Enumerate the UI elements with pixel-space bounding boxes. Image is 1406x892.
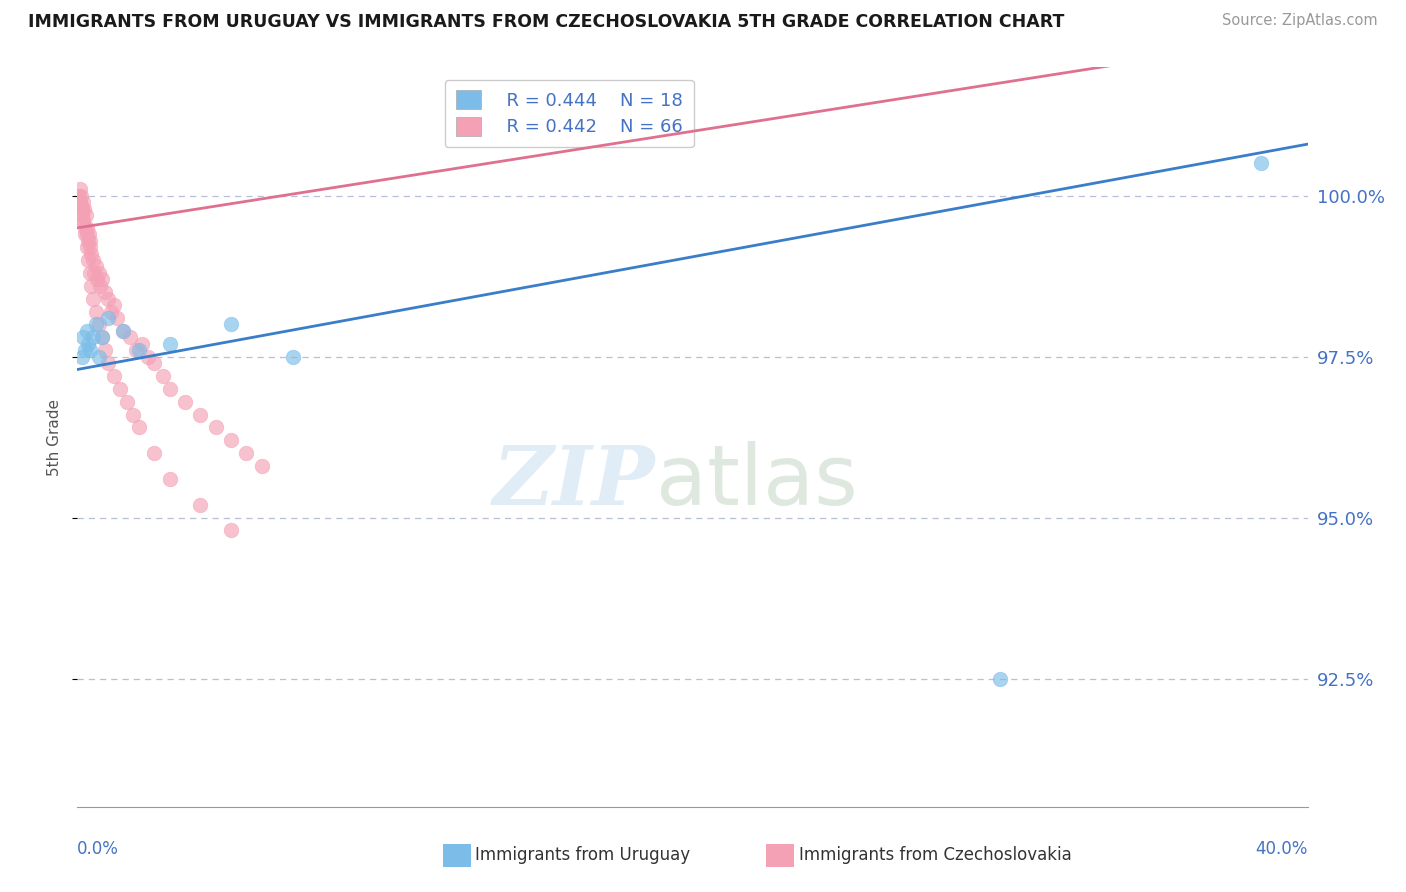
Point [90, 330, 114, 344]
Point [105, 310, 128, 325]
Point [94, 343, 117, 358]
Point [80, 246, 103, 260]
Point [79, 266, 101, 280]
Point [100, 304, 122, 318]
Point [90, 272, 114, 286]
Legend:   R = 0.444    N = 18,   R = 0.442    N = 66: R = 0.444 N = 18, R = 0.442 N = 66 [444, 79, 695, 147]
Point [73, 227, 96, 242]
Point [73, 202, 96, 216]
Point [72, 214, 94, 228]
Point [219, 434, 242, 448]
Point [76, 220, 98, 235]
Point [72, 330, 94, 344]
Point [70, 202, 93, 216]
Point [72, 214, 94, 228]
Point [76, 227, 98, 242]
Point [103, 368, 125, 383]
Point [67, 188, 90, 202]
Point [110, 382, 132, 396]
Point [152, 368, 174, 383]
Point [97, 310, 120, 325]
Point [83, 266, 105, 280]
Point [97, 292, 120, 306]
Text: Source: ZipAtlas.com: Source: ZipAtlas.com [1222, 13, 1378, 29]
Point [87, 350, 110, 364]
Point [77, 227, 100, 242]
Point [87, 266, 110, 280]
Point [73, 343, 96, 358]
Point [174, 394, 197, 409]
Point [97, 356, 120, 370]
Point [72, 195, 94, 210]
Point [190, 408, 212, 422]
Point [204, 420, 226, 434]
Point [235, 446, 257, 460]
Point [143, 356, 166, 370]
Text: Immigrants from Uruguay: Immigrants from Uruguay [475, 847, 690, 864]
Point [82, 292, 104, 306]
Point [90, 330, 114, 344]
Point [77, 234, 100, 248]
Y-axis label: 5th Grade: 5th Grade [46, 399, 62, 475]
Point [115, 394, 138, 409]
Point [128, 343, 150, 358]
Point [75, 208, 97, 222]
Point [128, 420, 150, 434]
Point [112, 324, 135, 338]
Point [77, 253, 100, 268]
Point [79, 343, 101, 358]
Point [70, 202, 93, 216]
Text: IMMIGRANTS FROM URUGUAY VS IMMIGRANTS FROM CZECHOSLOVAKIA 5TH GRADE CORRELATION : IMMIGRANTS FROM URUGUAY VS IMMIGRANTS FR… [28, 13, 1064, 31]
Point [70, 350, 93, 364]
Point [250, 458, 273, 473]
Point [89, 278, 111, 293]
Point [103, 298, 125, 312]
Point [84, 304, 107, 318]
Point [125, 343, 148, 358]
Point [73, 220, 96, 235]
Point [69, 195, 91, 210]
Point [118, 330, 141, 344]
Point [77, 336, 100, 351]
Point [70, 188, 93, 202]
Point [80, 278, 103, 293]
Point [143, 446, 166, 460]
Point [112, 324, 135, 338]
Text: 40.0%: 40.0% [1256, 840, 1308, 858]
Text: 0.0%: 0.0% [77, 840, 120, 858]
Point [82, 253, 104, 268]
Point [159, 472, 181, 486]
Point [219, 524, 242, 538]
Point [159, 382, 181, 396]
Point [84, 260, 107, 274]
Point [79, 240, 101, 254]
Text: ZIP: ZIP [494, 442, 655, 522]
Point [131, 336, 153, 351]
Point [69, 182, 91, 196]
Point [82, 330, 104, 344]
Point [79, 234, 101, 248]
Point [1250, 156, 1272, 170]
Point [84, 318, 107, 332]
Point [94, 285, 117, 300]
Point [159, 336, 181, 351]
Point [988, 672, 1011, 686]
Point [121, 408, 143, 422]
Point [87, 318, 110, 332]
Point [76, 324, 98, 338]
Point [70, 208, 93, 222]
Point [136, 350, 159, 364]
Text: atlas: atlas [655, 441, 858, 522]
Point [281, 350, 304, 364]
Text: Immigrants from Czechoslovakia: Immigrants from Czechoslovakia [799, 847, 1071, 864]
Point [190, 498, 212, 512]
Point [86, 272, 108, 286]
Point [219, 318, 242, 332]
Point [76, 240, 98, 254]
